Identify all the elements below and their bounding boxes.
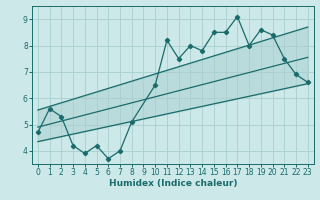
X-axis label: Humidex (Indice chaleur): Humidex (Indice chaleur)	[108, 179, 237, 188]
